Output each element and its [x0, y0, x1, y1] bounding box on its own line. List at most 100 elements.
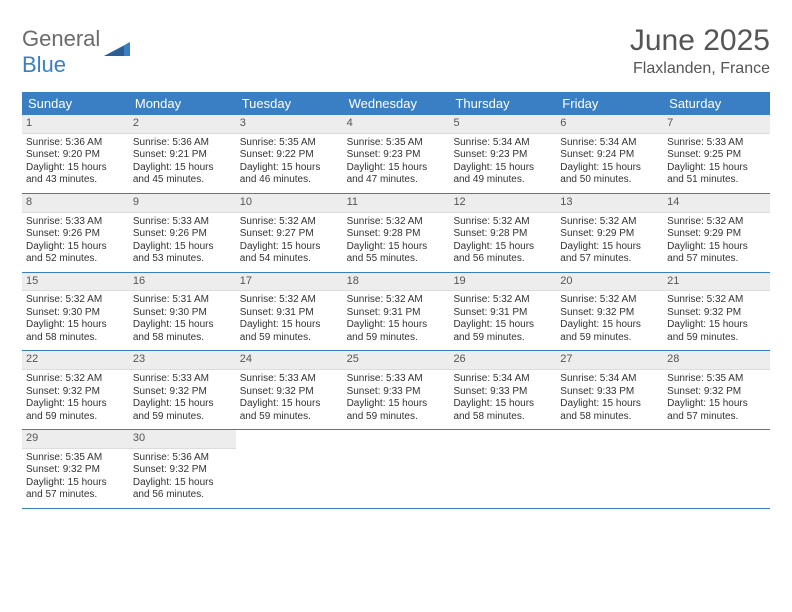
- empty-day: [449, 430, 556, 508]
- day-body: Sunrise: 5:32 AMSunset: 9:27 PMDaylight:…: [236, 213, 343, 272]
- daylight-text: and 58 minutes.: [560, 411, 659, 424]
- day-body: Sunrise: 5:35 AMSunset: 9:32 PMDaylight:…: [663, 370, 770, 429]
- sunrise-text: Sunrise: 5:34 AM: [453, 373, 552, 386]
- day-number: 7: [663, 115, 770, 134]
- sunset-text: Sunset: 9:32 PM: [26, 464, 125, 477]
- daylight-text: and 52 minutes.: [26, 253, 125, 266]
- daylight-text: and 56 minutes.: [453, 253, 552, 266]
- daylight-text: and 55 minutes.: [347, 253, 446, 266]
- daylight-text: Daylight: 15 hours: [133, 241, 232, 254]
- daylight-text: Daylight: 15 hours: [133, 319, 232, 332]
- location-label: Flaxlanden, France: [630, 60, 770, 78]
- day-cell: 13Sunrise: 5:32 AMSunset: 9:29 PMDayligh…: [556, 194, 663, 272]
- sunrise-text: Sunrise: 5:35 AM: [26, 452, 125, 465]
- weekday-header: Monday: [129, 92, 236, 115]
- day-number: 8: [22, 194, 129, 213]
- sunrise-text: Sunrise: 5:32 AM: [667, 216, 766, 229]
- daylight-text: Daylight: 15 hours: [133, 162, 232, 175]
- sunrise-text: Sunrise: 5:32 AM: [240, 216, 339, 229]
- day-cell: 25Sunrise: 5:33 AMSunset: 9:33 PMDayligh…: [343, 351, 450, 429]
- day-number: 21: [663, 273, 770, 292]
- sunset-text: Sunset: 9:32 PM: [26, 386, 125, 399]
- daylight-text: Daylight: 15 hours: [560, 319, 659, 332]
- calendar: SundayMondayTuesdayWednesdayThursdayFrid…: [22, 92, 770, 509]
- daylight-text: Daylight: 15 hours: [347, 319, 446, 332]
- logo-word-1: General: [22, 26, 100, 51]
- daylight-text: and 43 minutes.: [26, 174, 125, 187]
- week-row: 15Sunrise: 5:32 AMSunset: 9:30 PMDayligh…: [22, 273, 770, 352]
- daylight-text: Daylight: 15 hours: [347, 398, 446, 411]
- day-body: Sunrise: 5:32 AMSunset: 9:28 PMDaylight:…: [449, 213, 556, 272]
- sunrise-text: Sunrise: 5:32 AM: [667, 294, 766, 307]
- day-body: Sunrise: 5:35 AMSunset: 9:23 PMDaylight:…: [343, 134, 450, 193]
- sunset-text: Sunset: 9:32 PM: [560, 307, 659, 320]
- day-cell: 16Sunrise: 5:31 AMSunset: 9:30 PMDayligh…: [129, 273, 236, 351]
- sunrise-text: Sunrise: 5:36 AM: [26, 137, 125, 150]
- day-cell: 10Sunrise: 5:32 AMSunset: 9:27 PMDayligh…: [236, 194, 343, 272]
- sunset-text: Sunset: 9:21 PM: [133, 149, 232, 162]
- day-body: Sunrise: 5:32 AMSunset: 9:31 PMDaylight:…: [449, 291, 556, 350]
- day-body: Sunrise: 5:33 AMSunset: 9:32 PMDaylight:…: [129, 370, 236, 429]
- daylight-text: and 59 minutes.: [240, 332, 339, 345]
- empty-day: [343, 430, 450, 508]
- header: General Blue June 2025 Flaxlanden, Franc…: [22, 24, 770, 78]
- day-cell: 4Sunrise: 5:35 AMSunset: 9:23 PMDaylight…: [343, 115, 450, 193]
- sunrise-text: Sunrise: 5:32 AM: [560, 216, 659, 229]
- day-body: Sunrise: 5:36 AMSunset: 9:21 PMDaylight:…: [129, 134, 236, 193]
- daylight-text: Daylight: 15 hours: [240, 319, 339, 332]
- daylight-text: and 59 minutes.: [26, 411, 125, 424]
- logo-triangle-icon: [104, 38, 130, 61]
- daylight-text: Daylight: 15 hours: [347, 241, 446, 254]
- daylight-text: Daylight: 15 hours: [667, 162, 766, 175]
- daylight-text: and 45 minutes.: [133, 174, 232, 187]
- day-cell: 7Sunrise: 5:33 AMSunset: 9:25 PMDaylight…: [663, 115, 770, 193]
- daylight-text: and 57 minutes.: [560, 253, 659, 266]
- sunset-text: Sunset: 9:33 PM: [560, 386, 659, 399]
- day-body: Sunrise: 5:33 AMSunset: 9:26 PMDaylight:…: [22, 213, 129, 272]
- day-body: Sunrise: 5:34 AMSunset: 9:33 PMDaylight:…: [449, 370, 556, 429]
- week-row: 29Sunrise: 5:35 AMSunset: 9:32 PMDayligh…: [22, 430, 770, 509]
- daylight-text: and 59 minutes.: [240, 411, 339, 424]
- day-cell: 3Sunrise: 5:35 AMSunset: 9:22 PMDaylight…: [236, 115, 343, 193]
- sunrise-text: Sunrise: 5:35 AM: [240, 137, 339, 150]
- daylight-text: Daylight: 15 hours: [26, 319, 125, 332]
- sunrise-text: Sunrise: 5:32 AM: [26, 294, 125, 307]
- daylight-text: Daylight: 15 hours: [26, 162, 125, 175]
- day-body: Sunrise: 5:33 AMSunset: 9:32 PMDaylight:…: [236, 370, 343, 429]
- day-body: Sunrise: 5:33 AMSunset: 9:26 PMDaylight:…: [129, 213, 236, 272]
- sunset-text: Sunset: 9:29 PM: [560, 228, 659, 241]
- daylight-text: Daylight: 15 hours: [26, 241, 125, 254]
- sunset-text: Sunset: 9:23 PM: [347, 149, 446, 162]
- day-number: 17: [236, 273, 343, 292]
- sunrise-text: Sunrise: 5:35 AM: [347, 137, 446, 150]
- daylight-text: Daylight: 15 hours: [453, 398, 552, 411]
- daylight-text: and 59 minutes.: [453, 332, 552, 345]
- sunrise-text: Sunrise: 5:33 AM: [26, 216, 125, 229]
- daylight-text: Daylight: 15 hours: [453, 319, 552, 332]
- daylight-text: and 58 minutes.: [133, 332, 232, 345]
- day-number: 16: [129, 273, 236, 292]
- week-row: 1Sunrise: 5:36 AMSunset: 9:20 PMDaylight…: [22, 115, 770, 194]
- daylight-text: and 59 minutes.: [133, 411, 232, 424]
- day-number: 28: [663, 351, 770, 370]
- day-body: Sunrise: 5:36 AMSunset: 9:20 PMDaylight:…: [22, 134, 129, 193]
- daylight-text: and 59 minutes.: [347, 411, 446, 424]
- daylight-text: and 58 minutes.: [453, 411, 552, 424]
- day-number: 4: [343, 115, 450, 134]
- weekday-header: Thursday: [449, 92, 556, 115]
- day-number: 18: [343, 273, 450, 292]
- weekday-header: Friday: [556, 92, 663, 115]
- day-number: 6: [556, 115, 663, 134]
- daylight-text: Daylight: 15 hours: [453, 162, 552, 175]
- daylight-text: and 49 minutes.: [453, 174, 552, 187]
- day-number: 15: [22, 273, 129, 292]
- sunset-text: Sunset: 9:32 PM: [133, 386, 232, 399]
- sunset-text: Sunset: 9:32 PM: [667, 307, 766, 320]
- daylight-text: Daylight: 15 hours: [560, 241, 659, 254]
- day-number: 23: [129, 351, 236, 370]
- daylight-text: Daylight: 15 hours: [26, 398, 125, 411]
- sunrise-text: Sunrise: 5:32 AM: [453, 294, 552, 307]
- daylight-text: and 57 minutes.: [26, 489, 125, 502]
- sunrise-text: Sunrise: 5:32 AM: [453, 216, 552, 229]
- sunset-text: Sunset: 9:27 PM: [240, 228, 339, 241]
